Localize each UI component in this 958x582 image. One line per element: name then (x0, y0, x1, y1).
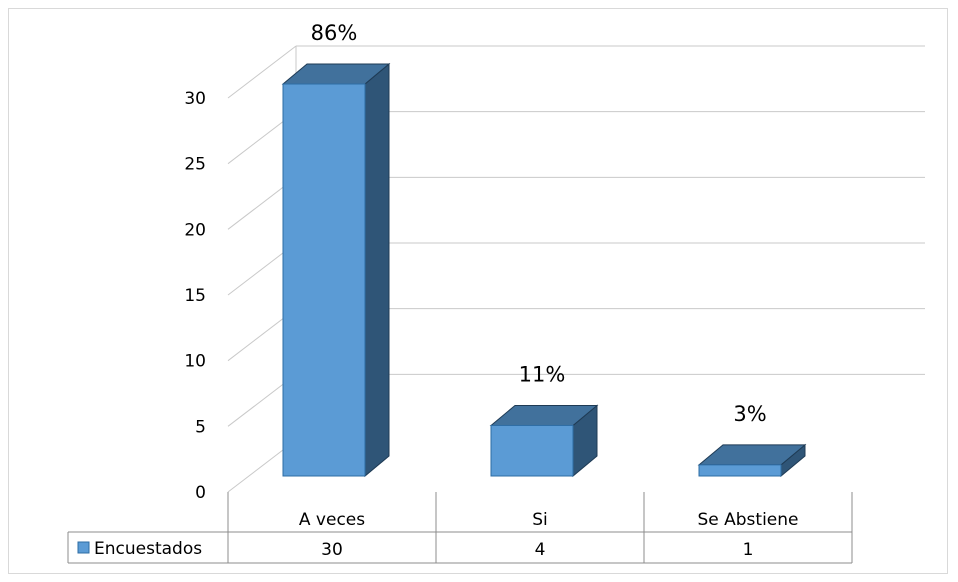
y-axis-ticks: 0 5 10 15 20 25 30 (184, 89, 206, 503)
data-labels: 86% 11% 3% (311, 21, 767, 426)
bar-front-face (698, 464, 782, 477)
y-tick-label: 10 (184, 352, 206, 372)
legend-key (77, 541, 90, 554)
side-gridline (227, 45, 297, 99)
category-label: A veces (299, 510, 365, 530)
category-label: Si (532, 510, 548, 530)
chart-frame (8, 8, 948, 574)
data-label: 3% (733, 402, 766, 426)
table-value: 1 (743, 540, 754, 560)
back-wall (295, 45, 925, 440)
bar-front-face (282, 83, 366, 477)
y-tick-label: 20 (184, 220, 206, 240)
bar (489, 404, 599, 478)
table-value: 30 (321, 540, 343, 560)
data-label: 86% (311, 21, 358, 45)
y-tick-label: 15 (184, 286, 206, 306)
y-tick-label: 0 (195, 483, 206, 503)
data-label: 11% (519, 362, 566, 386)
y-tick-label: 25 (184, 155, 206, 175)
bar-front-face (490, 424, 574, 477)
y-tick-label: 30 (184, 89, 206, 109)
bars (281, 62, 807, 478)
y-tick-label: 5 (195, 417, 206, 437)
category-label: Se Abstiene (697, 510, 798, 530)
series-name: Encuestados (94, 539, 202, 559)
bar-side-face (364, 62, 390, 478)
bar (281, 62, 391, 478)
data-table: A veces Si Se Abstiene Encuestados 30 4 1 (67, 492, 853, 564)
table-value: 4 (535, 540, 546, 560)
bar (697, 443, 807, 478)
